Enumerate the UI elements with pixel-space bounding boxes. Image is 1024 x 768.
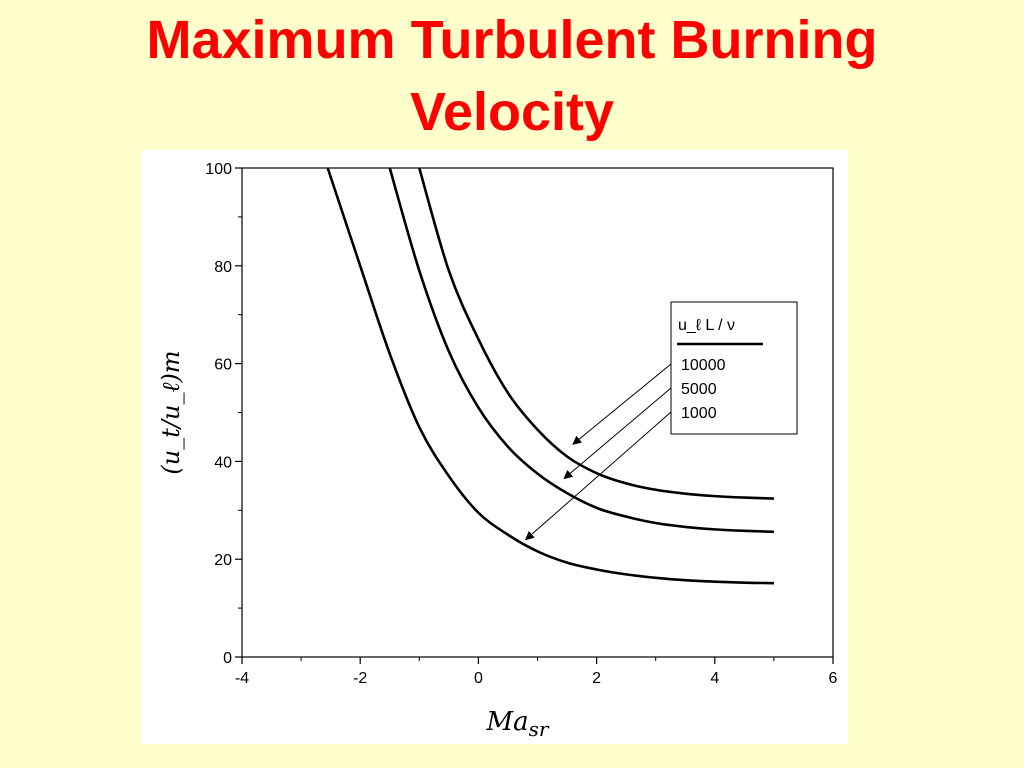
- x-tick-label: 4: [710, 670, 719, 687]
- slide-title-line-1: Maximum Turbulent Burning: [146, 10, 878, 70]
- y-tick-label: 20: [214, 552, 232, 569]
- x-tick-label: 2: [592, 670, 601, 687]
- legend-title: u_ℓ L / ν: [678, 317, 735, 334]
- y-tick-label: 100: [205, 161, 232, 178]
- x-tick-label: -2: [353, 670, 367, 687]
- annotation-arrow-10000: [572, 363, 672, 445]
- legend-entry-10000: 10000: [681, 357, 726, 374]
- y-tick-label: 40: [214, 454, 232, 471]
- x-axis-title: Masr: [486, 707, 550, 741]
- y-tick-label: 60: [214, 357, 232, 374]
- slide-title-line-2: Velocity: [409, 82, 615, 142]
- chart-panel: -4 -2 0 2 4 6 0 20 40 60 80 100 Masr (u_t/u_ℓ)m u_ℓ L …: [141, 150, 848, 744]
- annotation-arrow-5000: [563, 387, 672, 480]
- slide-title: Maximum Turbulent Burning Velocity: [0, 4, 1024, 148]
- x-tick-label: 6: [829, 670, 838, 687]
- x-tick-label: -4: [235, 670, 249, 687]
- y-axis-title: (u_t/u_ℓ)m: [157, 350, 185, 474]
- x-axis-title-subscript: sr: [529, 717, 550, 741]
- y-tick-label: 0: [223, 650, 232, 667]
- series-line-1000: [326, 168, 774, 585]
- x-tick-label: 0: [474, 670, 483, 687]
- annotation-arrow-1000: [525, 411, 672, 541]
- series-line-10000: [418, 168, 774, 500]
- legend-box: [670, 301, 798, 435]
- legend-entry-5000: 5000: [681, 381, 717, 398]
- series-line-5000: [388, 168, 774, 534]
- legend-entry-1000: 1000: [681, 405, 717, 422]
- y-tick-label: 80: [214, 259, 232, 276]
